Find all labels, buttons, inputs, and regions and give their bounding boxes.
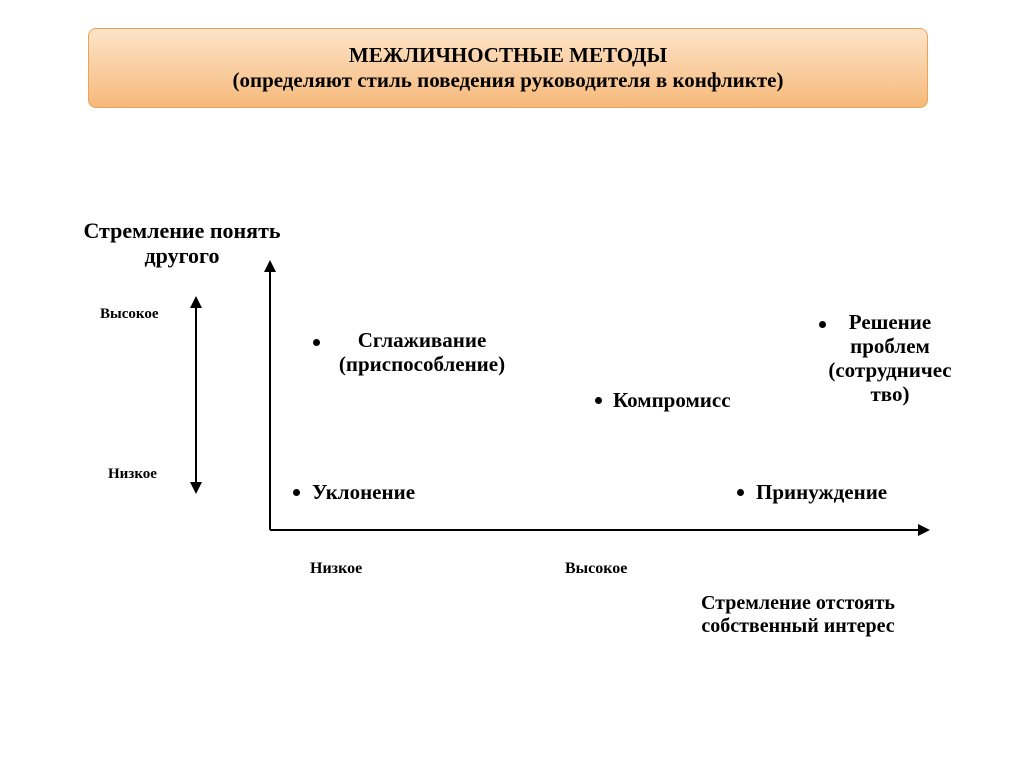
title-line-2: (определяют стиль поведения руководителя…: [232, 68, 783, 93]
y-scale-low: Низкое: [108, 466, 157, 483]
y-axis-line: [269, 270, 271, 530]
x-axis-title: Стремление отстоять собственный интерес: [668, 592, 928, 638]
y-scale-arrow-up: [190, 296, 202, 308]
y-axis-arrowhead: [264, 260, 276, 272]
point-smoothing-dot: [313, 339, 320, 346]
point-avoidance-label: Уклонение: [312, 480, 415, 504]
title-line-1: МЕЖЛИЧНОСТНЫЕ МЕТОДЫ: [349, 43, 667, 68]
x-scale-low: Низкое: [310, 560, 362, 578]
y-scale-arrow-line: [195, 306, 197, 484]
x-axis-line: [270, 529, 920, 531]
x-axis-arrowhead: [918, 524, 930, 536]
point-coercion-label: Принуждение: [756, 480, 887, 504]
point-compromise-dot: [595, 397, 602, 404]
y-scale-high: Высокое: [100, 306, 158, 323]
slide: МЕЖЛИЧНОСТНЫЕ МЕТОДЫ (определяют стиль п…: [0, 0, 1024, 767]
point-avoidance-dot: [293, 489, 300, 496]
point-smoothing-label: Сглаживание (приспособление): [322, 328, 522, 376]
title-box: МЕЖЛИЧНОСТНЫЕ МЕТОДЫ (определяют стиль п…: [88, 28, 928, 108]
y-scale-arrow-down: [190, 482, 202, 494]
x-scale-high: Высокое: [565, 560, 627, 578]
point-problem-solving-label: Решение проблем (сотрудничес тво): [810, 310, 970, 407]
point-coercion-dot: [737, 489, 744, 496]
point-compromise-label: Компромисс: [613, 388, 731, 412]
